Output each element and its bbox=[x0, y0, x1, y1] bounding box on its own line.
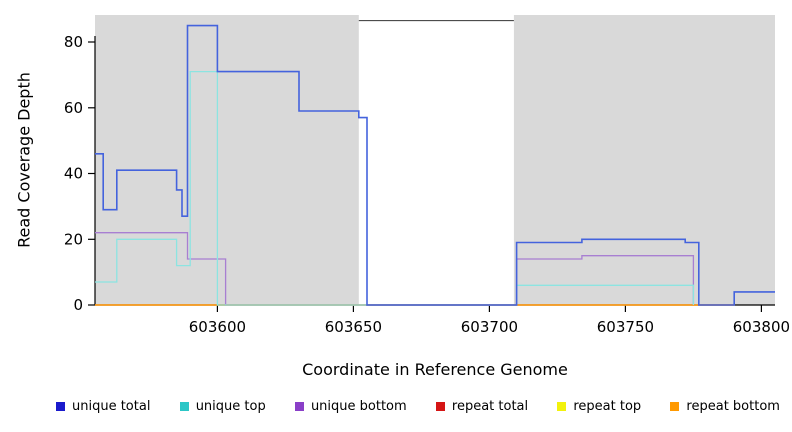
y-tick-label: 60 bbox=[64, 99, 83, 117]
x-tick-label: 603600 bbox=[189, 318, 246, 336]
legend: unique total unique top unique bottom repea… bbox=[0, 399, 792, 414]
legend-item-repeat-bottom: repeat bottom bbox=[670, 399, 780, 414]
legend-item-repeat-top: repeat top bbox=[557, 399, 641, 414]
legend-item-repeat-total: repeat total bbox=[435, 399, 529, 414]
legend-label: repeat top bbox=[573, 399, 642, 414]
legend-swatch-repeat-bottom bbox=[670, 402, 680, 411]
legend-item-unique-bottom: unique bottom bbox=[294, 399, 407, 414]
x-tick-label: 603700 bbox=[461, 318, 518, 336]
legend-item-unique-top: unique top bbox=[179, 399, 266, 414]
legend-swatch-repeat-top bbox=[557, 402, 567, 411]
x-axis-label: Coordinate in Reference Genome bbox=[302, 360, 568, 379]
y-axis-label: Read Coverage Depth bbox=[14, 72, 34, 248]
y-tick-label: 0 bbox=[73, 296, 83, 314]
series-line-unique-total bbox=[95, 24, 775, 306]
legend-item-unique-total: unique total bbox=[56, 399, 150, 414]
legend-label: unique total bbox=[72, 399, 151, 414]
legend-label: unique top bbox=[195, 399, 266, 414]
legend-label: repeat bottom bbox=[686, 399, 780, 414]
legend-label: unique bottom bbox=[310, 399, 407, 414]
legend-swatch-unique-bottom bbox=[294, 402, 304, 411]
legend-swatch-unique-top bbox=[179, 402, 189, 411]
legend-swatch-unique-total bbox=[56, 402, 65, 411]
panel-shaded-region-0 bbox=[95, 15, 359, 305]
x-tick-label: 603800 bbox=[733, 318, 790, 336]
panel-shaded-region-1 bbox=[513, 15, 775, 305]
y-tick-label: 40 bbox=[64, 165, 83, 183]
plot-area: 603600 603650 603700 603750 603800 0 20 40 60 80 bbox=[64, 15, 790, 336]
x-tick-label: 603750 bbox=[597, 318, 654, 336]
y-tick-label: 80 bbox=[64, 33, 83, 51]
legend-swatch-repeat-total bbox=[435, 402, 445, 411]
legend-label: repeat total bbox=[451, 399, 529, 414]
x-tick-label: 603650 bbox=[325, 318, 382, 336]
y-tick-label: 20 bbox=[64, 230, 83, 248]
